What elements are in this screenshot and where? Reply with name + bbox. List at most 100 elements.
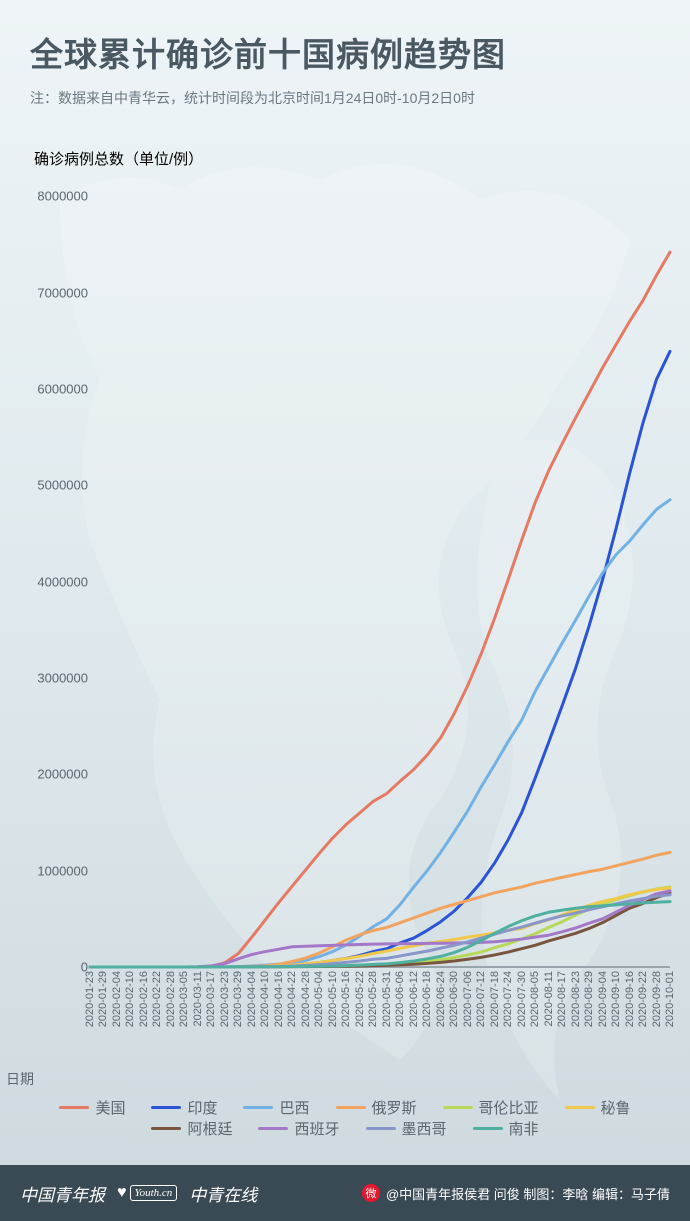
x-tick-label: 2020-03-11 — [192, 971, 204, 1026]
x-tick-label: 2020-08-23 — [570, 971, 582, 1027]
x-tick-label: 2020-01-23 — [84, 971, 96, 1027]
x-tick-label: 2020-07-06 — [462, 971, 474, 1027]
x-tick-label: 2020-09-10 — [610, 971, 622, 1027]
x-tick-label: 2020-03-17 — [205, 971, 217, 1027]
page-root: 全球累计确诊前十国病例趋势图 注：数据来自中青华云，统计时间段为北京时间1月24… — [0, 0, 690, 1221]
y-tick-label: 7000000 — [37, 285, 88, 300]
legend-label: 墨西哥 — [402, 1118, 447, 1139]
legend-item-south_africa: 南非 — [473, 1118, 539, 1139]
legend-label: 印度 — [187, 1097, 217, 1118]
x-tick-label: 2020-06-30 — [448, 971, 460, 1027]
legend-label: 巴西 — [279, 1097, 309, 1118]
x-tick-label: 2020-07-24 — [502, 971, 514, 1027]
x-tick-label: 2020-02-16 — [138, 971, 150, 1027]
x-tick-label: 2020-10-01 — [664, 971, 676, 1027]
y-tick-label: 5000000 — [37, 478, 88, 493]
x-tick-label: 2020-04-16 — [273, 971, 285, 1027]
x-tick-label: 2020-08-29 — [583, 971, 595, 1027]
legend-swatch — [258, 1127, 288, 1130]
y-tick-label: 6000000 — [37, 381, 88, 396]
x-tick-label: 2020-07-30 — [516, 971, 528, 1027]
footer-brands: 中国青年报 ♥Youth.cn 中青在线 — [20, 1181, 257, 1206]
chart-area: 0100000020000003000000400000050000006000… — [12, 177, 672, 1097]
x-tick-label: 2020-09-04 — [597, 971, 609, 1027]
x-tick-label: 2020-05-28 — [367, 971, 379, 1027]
brand-zqzx: 中青在线 — [189, 1181, 257, 1206]
brand-cyol: 中国青年报 — [20, 1181, 105, 1206]
x-tick-label: 2020-03-23 — [219, 971, 231, 1027]
x-tick-label: 2020-09-28 — [651, 971, 663, 1027]
y-tick-label: 8000000 — [37, 189, 88, 204]
legend-item-india: 印度 — [151, 1097, 217, 1118]
x-tick-label: 2020-08-17 — [556, 971, 568, 1027]
footer-credits: 微 @中国青年报侯君 问俊 制图：李晗 编辑：马子倩 — [362, 1184, 670, 1203]
credits-text: @中国青年报侯君 问俊 制图：李晗 编辑：马子倩 — [386, 1184, 670, 1203]
legend-item-peru: 秘鲁 — [565, 1097, 631, 1118]
legend-item-mexico: 墨西哥 — [366, 1118, 447, 1139]
header: 全球累计确诊前十国病例趋势图 注：数据来自中青华云，统计时间段为北京时间1月24… — [0, 0, 690, 118]
chart-lines-svg — [90, 177, 670, 967]
x-tick-label: 2020-03-29 — [232, 971, 244, 1027]
legend-item-colombia: 哥伦比亚 — [443, 1097, 539, 1118]
legend-swatch — [243, 1106, 273, 1109]
x-tick-label: 2020-06-12 — [408, 971, 420, 1027]
legend-item-brazil: 巴西 — [243, 1097, 309, 1118]
data-source-note: 注：数据来自中青华云，统计时间段为北京时间1月24日0时-10月2日0时 — [30, 88, 670, 108]
x-axis: 2020-01-232020-01-292020-02-042020-02-10… — [90, 967, 670, 1097]
x-tick-label: 2020-05-10 — [327, 971, 339, 1027]
plot-region — [90, 177, 670, 967]
x-tick-label: 2020-05-31 — [381, 971, 393, 1027]
x-tick-label: 2020-03-05 — [178, 971, 190, 1027]
legend-swatch — [151, 1106, 181, 1109]
x-tick-label: 2020-05-16 — [340, 971, 352, 1027]
x-axis-title: 日期 — [6, 1069, 34, 1089]
legend-label: 西班牙 — [294, 1118, 339, 1139]
x-tick-label: 2020-06-24 — [435, 971, 447, 1027]
x-tick-label: 2020-09-16 — [624, 971, 636, 1027]
x-tick-label: 2020-05-04 — [313, 971, 325, 1027]
x-tick-label: 2020-01-29 — [97, 971, 109, 1027]
x-tick-label: 2020-04-10 — [259, 971, 271, 1027]
legend-swatch — [565, 1106, 595, 1109]
y-tick-label: 3000000 — [37, 670, 88, 685]
legend-item-usa: 美国 — [59, 1097, 125, 1118]
legend-swatch — [151, 1127, 181, 1130]
legend-item-argentina: 阿根廷 — [151, 1118, 232, 1139]
legend-swatch — [443, 1106, 473, 1109]
x-tick-label: 2020-04-22 — [286, 971, 298, 1027]
series-line-colombia — [90, 887, 670, 967]
x-tick-label: 2020-05-22 — [354, 971, 366, 1027]
legend-swatch — [336, 1106, 366, 1109]
x-tick-label: 2020-02-22 — [151, 971, 163, 1027]
x-tick-label: 2020-02-28 — [165, 971, 177, 1027]
x-tick-label: 2020-06-18 — [421, 971, 433, 1027]
x-tick-label: 2020-02-04 — [111, 971, 123, 1027]
legend-label: 美国 — [95, 1097, 125, 1118]
series-line-brazil — [90, 500, 670, 967]
y-tick-label: 1000000 — [37, 863, 88, 878]
footer-bar: 中国青年报 ♥Youth.cn 中青在线 微 @中国青年报侯君 问俊 制图：李晗… — [0, 1165, 690, 1221]
x-tick-label: 2020-09-22 — [637, 971, 649, 1027]
x-tick-label: 2020-08-05 — [529, 971, 541, 1027]
brand-youth: ♥Youth.cn — [117, 1184, 177, 1202]
y-axis-title: 确诊病例总数（单位/例） — [34, 148, 690, 169]
page-title: 全球累计确诊前十国病例趋势图 — [30, 28, 670, 76]
x-tick-label: 2020-04-04 — [246, 971, 258, 1027]
legend-swatch — [473, 1127, 503, 1130]
y-tick-label: 2000000 — [37, 767, 88, 782]
y-axis: 0100000020000003000000400000050000006000… — [12, 177, 90, 967]
legend-label: 哥伦比亚 — [479, 1097, 539, 1118]
x-tick-label: 2020-07-12 — [475, 971, 487, 1027]
x-tick-label: 2020-08-11 — [543, 971, 555, 1026]
series-line-india — [90, 351, 670, 967]
legend-label: 俄罗斯 — [372, 1097, 417, 1118]
weibo-icon: 微 — [362, 1184, 380, 1202]
legend: 美国 印度 巴西 俄罗斯 哥伦比亚 秘鲁阿根廷 西班牙 墨西哥 南非 — [0, 1097, 690, 1147]
legend-swatch — [59, 1106, 89, 1109]
x-tick-label: 2020-07-18 — [489, 971, 501, 1027]
legend-item-russia: 俄罗斯 — [336, 1097, 417, 1118]
legend-swatch — [366, 1127, 396, 1130]
x-tick-label: 2020-02-10 — [124, 971, 136, 1027]
x-tick-label: 2020-06-06 — [394, 971, 406, 1027]
legend-label: 南非 — [509, 1118, 539, 1139]
